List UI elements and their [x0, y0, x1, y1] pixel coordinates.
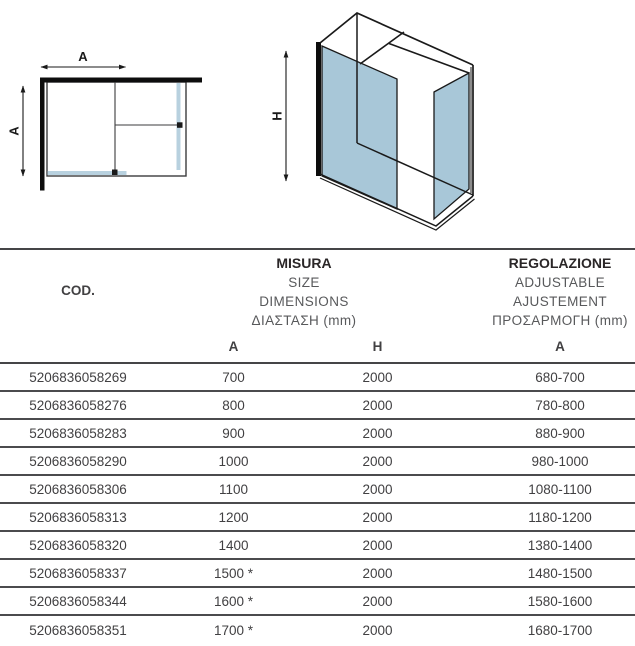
cod-cell: 5206836058269 — [29, 369, 127, 385]
adjust-cell: 880-900 — [535, 425, 585, 441]
width-dim-label: A — [78, 49, 88, 64]
h-cell: 2000 — [362, 565, 393, 581]
table-header-row: COD. MISURA SIZE DIMENSIONS ΔΙΑΣΤΑΣΗ (mm… — [0, 249, 635, 331]
cod-cell: 5206836058306 — [29, 481, 127, 497]
plan-view-diagram: A A — [7, 49, 202, 191]
cod-cell: 5206836058290 — [29, 453, 127, 469]
cod-cell: 5206836058320 — [29, 537, 127, 553]
h-cell: 2000 — [362, 623, 393, 638]
adjust-header-fr: AJUSTEMENT — [512, 293, 607, 309]
size-header-en: SIZE — [288, 274, 320, 290]
a-cell: 1100 — [218, 481, 249, 497]
size-header-gr: ΔΙΑΣΤΑΣΗ (mm) — [251, 312, 357, 328]
tray-front-edge-outer — [319, 177, 475, 231]
subheader-a-adjust: A — [555, 339, 565, 354]
cod-cell: 5206836058276 — [29, 397, 127, 413]
table-subheader-row: A H A — [0, 331, 635, 363]
back-wall — [40, 77, 202, 83]
a-cell: 1700 * — [213, 623, 254, 638]
stabilizer-bar-1 — [359, 31, 405, 65]
adjust-cell: 780-800 — [535, 397, 585, 413]
bar-clamp — [112, 169, 118, 175]
bar-clamp — [177, 122, 183, 128]
adjust-cell: 1080-1100 — [528, 481, 592, 497]
size-header-en2: DIMENSIONS — [259, 293, 349, 309]
stabilizer-bar-2 — [388, 42, 470, 74]
depth-dim-label: A — [7, 126, 22, 136]
cod-cell: 5206836058351 — [29, 623, 127, 638]
adjust-cell: 1480-1500 — [527, 565, 593, 581]
cod-cell: 5206836058337 — [29, 565, 127, 581]
table-row: 5206836058337 1500 * 2000 1480-1500 — [0, 559, 635, 587]
size-column-header: MISURA SIZE DIMENSIONS ΔΙΑΣΤΑΣΗ (mm) — [156, 249, 444, 331]
adjust-cell: 680-700 — [535, 369, 585, 385]
adjust-cell: 1380-1400 — [527, 537, 593, 553]
left-wall — [40, 77, 45, 191]
adjust-header-en: ADJUSTABLE — [514, 274, 606, 290]
cod-cell: 5206836058344 — [29, 593, 127, 609]
tray-front-edge — [319, 173, 474, 227]
isometric-view-diagram: H — [270, 12, 475, 231]
spec-table: COD. MISURA SIZE DIMENSIONS ΔΙΑΣΤΑΣΗ (mm… — [0, 248, 635, 645]
a-cell: 1400 — [218, 537, 249, 553]
height-dim-label: H — [270, 111, 285, 120]
a-cell: 1200 — [218, 509, 249, 525]
a-cell: 700 — [222, 369, 245, 385]
h-cell: 2000 — [362, 397, 393, 413]
adjust-column-header: REGOLAZIONE ADJUSTABLE AJUSTEMENT ΠΡΟΣΑΡ… — [444, 249, 635, 331]
table-row: 5206836058283 900 2000 880-900 — [0, 419, 635, 447]
a-cell: 900 — [222, 425, 245, 441]
adjust-header-title: REGOLAZIONE — [508, 254, 612, 271]
a-cell: 1000 — [218, 453, 249, 469]
a-cell: 1500 * — [213, 565, 254, 581]
h-cell: 2000 — [362, 537, 393, 553]
front-glass-panel-plan — [47, 171, 127, 175]
a-cell: 800 — [222, 397, 245, 413]
table-row: 5206836058344 1600 * 2000 1580-1600 — [0, 587, 635, 615]
table-row: 5206836058313 1200 2000 1180-1200 — [0, 503, 635, 531]
subheader-h: H — [372, 339, 383, 354]
cod-column-header: COD. — [61, 283, 95, 298]
adjust-cell: 1680-1700 — [527, 623, 593, 638]
h-cell: 2000 — [362, 509, 393, 525]
adjust-cell: 1180-1200 — [528, 509, 592, 525]
size-header-title: MISURA — [276, 254, 332, 271]
adjust-cell: 1580-1600 — [527, 593, 593, 609]
cod-cell: 5206836058283 — [29, 425, 127, 441]
adjust-cell: 980-1000 — [531, 453, 589, 469]
table-row: 5206836058269 700 2000 680-700 — [0, 363, 635, 391]
h-cell: 2000 — [362, 425, 393, 441]
back-floor-edge — [356, 142, 474, 196]
a-cell: 1600 * — [213, 593, 254, 609]
table-row: 5206836058320 1400 2000 1380-1400 — [0, 531, 635, 559]
table-row: 5206836058276 800 2000 780-800 — [0, 391, 635, 419]
subheader-empty — [0, 331, 156, 363]
tray-outline — [46, 81, 187, 177]
h-cell: 2000 — [362, 481, 393, 497]
table-row: 5206836058306 1100 2000 1080-1100 — [0, 475, 635, 503]
h-cell: 2000 — [362, 593, 393, 609]
table-row: 5206836058290 1000 2000 980-1000 — [0, 447, 635, 475]
subheader-a-size: A — [228, 339, 239, 354]
side-glass-panel-iso — [433, 71, 470, 221]
adjust-header-gr: ΠΡΟΣΑΡΜΟΓΗ (mm) — [492, 312, 628, 328]
h-cell: 2000 — [362, 369, 393, 385]
h-cell: 2000 — [362, 453, 393, 469]
table-row: 5206836058351 1700 * 2000 1680-1700 — [0, 615, 635, 645]
cod-cell: 5206836058313 — [29, 509, 127, 525]
